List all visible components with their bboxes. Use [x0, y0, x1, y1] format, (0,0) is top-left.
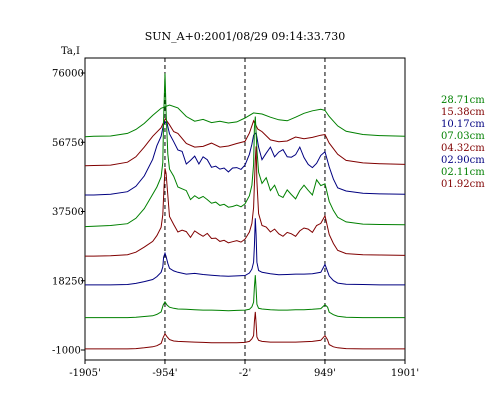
legend: 28.71cm15.38cm10.17cm07.03cm04.32cm02.90…: [441, 95, 485, 190]
legend-entry-3: 07.03cm: [441, 131, 485, 142]
series-line-0: [84, 104, 406, 138]
series-line-3: [84, 73, 406, 228]
y-tick-label-3: 18250: [52, 276, 84, 287]
y-axis: 76000 56750 37500 18250 -1000: [52, 69, 85, 357]
series-line-5: [85, 218, 405, 286]
x-tick-label-4: 1901': [391, 368, 419, 379]
series-line-6: [85, 275, 405, 319]
reference-lines: [164, 58, 326, 360]
legend-entry-6: 02.11cm: [441, 167, 485, 178]
x-axis: -1905' -954' -2' 949' 1901': [69, 360, 419, 379]
chart-title: SUN_A+0:2001/08/29 09:14:33.730: [145, 30, 346, 43]
legend-entry-7: 01.92cm: [441, 179, 485, 190]
y-tick-label-1: 56750: [52, 138, 84, 149]
series-lines: [84, 73, 406, 350]
series-line-7: [85, 311, 405, 350]
x-tick-label-0: -1905': [69, 368, 101, 379]
x-tick-label-2: -2': [239, 368, 252, 379]
x-tick-label-3: 949': [314, 368, 336, 379]
legend-entry-5: 02.90cm: [441, 155, 485, 166]
series-line-2: [85, 121, 406, 196]
y-axis-label: Ta,I: [61, 46, 80, 57]
x-tick-label-1: -954': [152, 368, 177, 379]
legend-entry-4: 04.32cm: [441, 143, 485, 154]
y-tick-label-0: 76000: [52, 69, 84, 80]
legend-entry-1: 15.38cm: [441, 107, 485, 118]
legend-entry-0: 28.71cm: [441, 95, 485, 106]
series-line-1: [84, 117, 406, 167]
series-line-4: [85, 146, 406, 257]
y-tick-label-2: 37500: [52, 207, 84, 218]
legend-entry-2: 10.17cm: [441, 119, 485, 130]
y-tick-label-4: -1000: [52, 346, 81, 357]
